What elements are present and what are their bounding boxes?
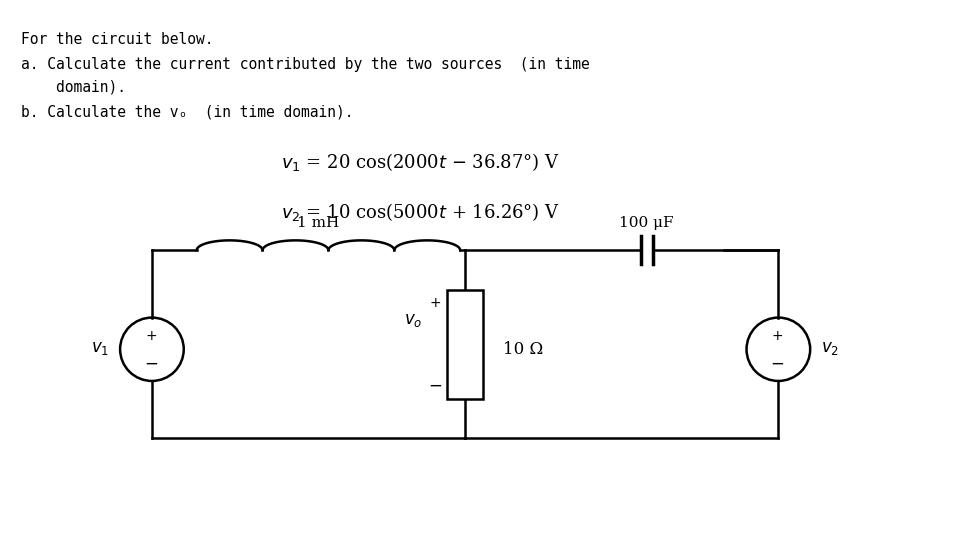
Text: 1 mH: 1 mH [297,216,339,230]
Text: $v_o$: $v_o$ [404,311,422,329]
Text: $v_2$ = 10 cos(5000$t$ + 16.26°) V: $v_2$ = 10 cos(5000$t$ + 16.26°) V [281,201,559,223]
Text: +: + [771,330,782,344]
Text: −: − [770,354,783,372]
Text: −: − [144,354,157,372]
Text: $v_1$: $v_1$ [91,339,110,357]
Text: For the circuit below.: For the circuit below. [21,33,213,48]
Text: +: + [145,330,156,344]
Text: a. Calculate the current contributed by the two sources  (in time: a. Calculate the current contributed by … [21,57,589,72]
Text: 100 μF: 100 μF [619,216,673,230]
Text: −: − [428,377,442,395]
Text: $v_1$ = 20 cos(2000$t$ $-$ 36.87°) V: $v_1$ = 20 cos(2000$t$ $-$ 36.87°) V [281,152,559,173]
Text: domain).: domain). [21,79,125,94]
FancyBboxPatch shape [447,290,482,399]
Text: $v_2$: $v_2$ [821,339,838,357]
Text: b. Calculate the vₒ  (in time domain).: b. Calculate the vₒ (in time domain). [21,105,353,120]
Text: 10 Ω: 10 Ω [503,341,543,358]
Text: +: + [429,296,441,310]
